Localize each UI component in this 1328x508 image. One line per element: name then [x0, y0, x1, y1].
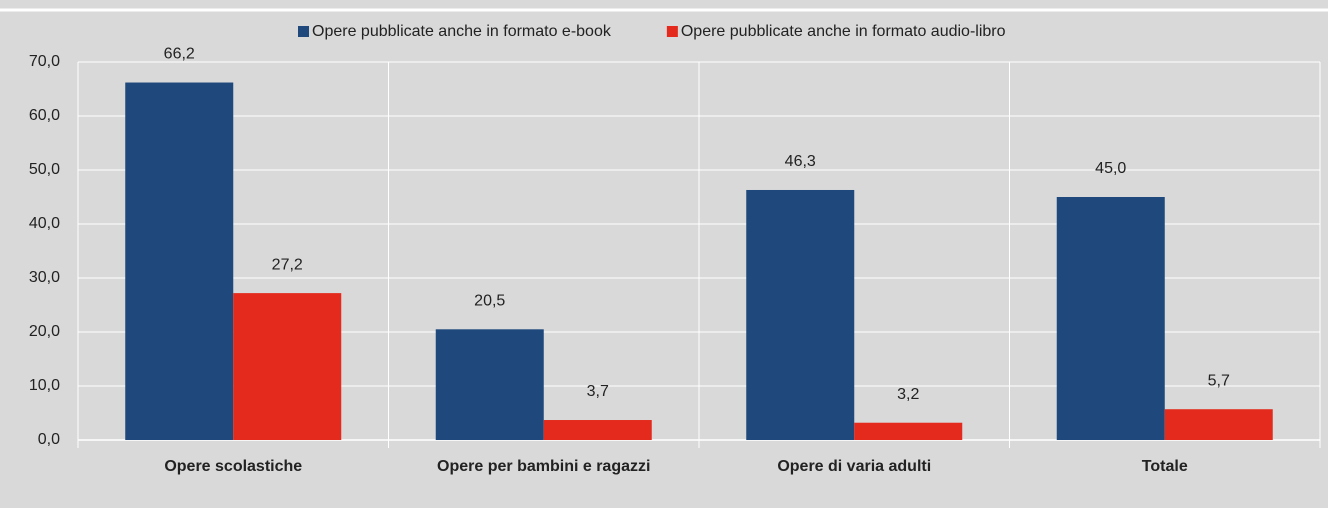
x-tick-label: Opere scolastiche — [164, 458, 302, 475]
legend-swatch — [298, 26, 309, 37]
value-label: 45,0 — [1095, 160, 1126, 177]
x-tick-label: Opere per bambini e ragazzi — [437, 458, 650, 475]
y-tick-label: 20,0 — [29, 323, 60, 340]
bar — [435, 329, 544, 440]
y-tick-label: 0,0 — [38, 431, 60, 448]
bar — [233, 293, 342, 440]
bar — [543, 420, 652, 440]
bar — [1164, 409, 1273, 440]
value-label: 27,2 — [272, 256, 303, 273]
bar — [854, 422, 963, 440]
x-tick-label: Opere di varia adulti — [777, 458, 931, 475]
value-label: 5,7 — [1208, 372, 1230, 389]
bar — [125, 82, 234, 441]
value-label: 20,5 — [474, 293, 505, 310]
y-tick-label: 60,0 — [29, 107, 60, 124]
value-label: 46,3 — [785, 153, 816, 170]
y-tick-label: 10,0 — [29, 377, 60, 394]
x-tick-label: Totale — [1142, 458, 1188, 475]
legend-label: Opere pubblicate anche in formato e-book — [312, 23, 612, 40]
bar — [746, 189, 855, 440]
bar — [1056, 197, 1165, 440]
y-tick-label: 30,0 — [29, 269, 60, 286]
value-label: 3,7 — [587, 383, 609, 400]
y-tick-label: 70,0 — [29, 53, 60, 70]
legend-label: Opere pubblicate anche in formato audio-… — [681, 23, 1006, 40]
y-tick-label: 40,0 — [29, 215, 60, 232]
value-label: 3,2 — [897, 386, 919, 403]
value-label: 66,2 — [164, 46, 195, 63]
legend-swatch — [666, 26, 678, 37]
y-tick-label: 50,0 — [29, 161, 60, 178]
